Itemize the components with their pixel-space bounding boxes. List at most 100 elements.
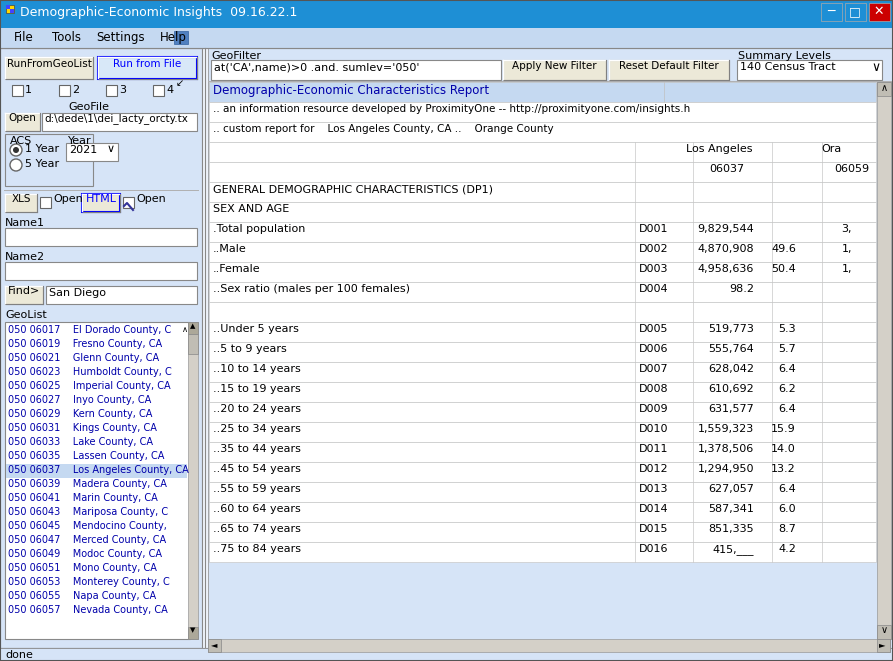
Bar xyxy=(6,464,187,478)
Text: ∧: ∧ xyxy=(182,325,188,334)
Text: San Diego: San Diego xyxy=(49,288,106,298)
Text: 14.0: 14.0 xyxy=(772,444,796,454)
Text: Apply New Filter: Apply New Filter xyxy=(513,61,597,71)
Text: 050 06055    Napa County, CA: 050 06055 Napa County, CA xyxy=(8,591,156,601)
Text: ∨: ∨ xyxy=(871,61,880,74)
Text: ..Sex ratio (males per 100 females): ..Sex ratio (males per 100 females) xyxy=(213,284,410,294)
Text: 6.4: 6.4 xyxy=(779,404,796,414)
Text: D003: D003 xyxy=(639,264,669,274)
Text: 050 06025    Imperial County, CA: 050 06025 Imperial County, CA xyxy=(8,381,171,391)
Bar xyxy=(208,639,221,652)
Text: D015: D015 xyxy=(639,524,669,534)
Text: Name1: Name1 xyxy=(5,218,45,228)
Text: 140 Census Tract: 140 Census Tract xyxy=(740,62,836,72)
Text: 6.4: 6.4 xyxy=(779,484,796,494)
Bar xyxy=(877,82,891,639)
Text: ►: ► xyxy=(879,640,886,649)
Bar xyxy=(209,362,876,382)
Bar xyxy=(209,542,876,562)
Bar xyxy=(0,48,202,648)
Bar xyxy=(209,382,876,402)
Bar xyxy=(5,322,190,639)
Text: 98.2: 98.2 xyxy=(729,284,754,294)
Bar xyxy=(209,322,876,342)
Bar xyxy=(209,242,876,262)
Text: .Total population: .Total population xyxy=(213,224,305,234)
Text: 3: 3 xyxy=(119,85,126,95)
Bar xyxy=(209,222,876,242)
Text: Summary Levels: Summary Levels xyxy=(738,51,830,61)
Text: 587,341: 587,341 xyxy=(708,504,754,514)
Text: 4,958,636: 4,958,636 xyxy=(697,264,754,274)
Text: ..25 to 34 years: ..25 to 34 years xyxy=(213,424,301,434)
Bar xyxy=(209,202,876,222)
Text: D005: D005 xyxy=(639,324,669,334)
Bar xyxy=(209,82,876,102)
Text: ∨: ∨ xyxy=(107,144,115,154)
Text: ..65 to 74 years: ..65 to 74 years xyxy=(213,524,301,534)
Circle shape xyxy=(13,147,19,153)
Text: 610,692: 610,692 xyxy=(708,384,754,394)
Text: ..15 to 19 years: ..15 to 19 years xyxy=(213,384,301,394)
Text: 050 06045    Mendocino County,: 050 06045 Mendocino County, xyxy=(8,521,167,531)
Text: D002: D002 xyxy=(639,244,669,254)
Bar xyxy=(209,122,876,142)
Text: D008: D008 xyxy=(639,384,669,394)
Text: Settings: Settings xyxy=(96,31,145,44)
Bar xyxy=(188,627,198,639)
Text: 2021: 2021 xyxy=(69,145,97,155)
Text: ACS: ACS xyxy=(10,136,32,146)
Text: ..10 to 14 years: ..10 to 14 years xyxy=(213,364,301,374)
Circle shape xyxy=(10,159,22,171)
Text: 050 06043    Mariposa County, C: 050 06043 Mariposa County, C xyxy=(8,507,168,517)
Text: Open: Open xyxy=(136,194,166,204)
Text: GeoFilter: GeoFilter xyxy=(211,51,261,61)
Text: 06037: 06037 xyxy=(709,164,744,174)
Text: GENERAL DEMOGRAPHIC CHARACTERISTICS (DP1): GENERAL DEMOGRAPHIC CHARACTERISTICS (DP1… xyxy=(213,184,493,194)
Text: 050 06049    Modoc County, CA: 050 06049 Modoc County, CA xyxy=(8,549,162,559)
Bar xyxy=(59,85,70,96)
Bar xyxy=(12,85,23,96)
Bar xyxy=(6,5,10,9)
Bar xyxy=(737,60,882,80)
Circle shape xyxy=(10,144,22,156)
Text: ▲: ▲ xyxy=(190,323,196,329)
Text: 15.9: 15.9 xyxy=(772,424,796,434)
Text: 6.2: 6.2 xyxy=(779,384,796,394)
Text: 4.2: 4.2 xyxy=(778,544,796,554)
Text: ..Male: ..Male xyxy=(213,244,246,254)
Text: 050 06053    Monterey County, C: 050 06053 Monterey County, C xyxy=(8,577,170,587)
Text: Run from File: Run from File xyxy=(113,59,181,69)
Text: 13.2: 13.2 xyxy=(772,464,796,474)
Text: 050 06041    Marin County, CA: 050 06041 Marin County, CA xyxy=(8,493,158,503)
Bar xyxy=(188,322,198,334)
Bar xyxy=(5,262,197,280)
Text: 9,829,544: 9,829,544 xyxy=(697,224,754,234)
Text: 628,042: 628,042 xyxy=(708,364,754,374)
Bar xyxy=(10,9,14,13)
Text: D001: D001 xyxy=(639,224,669,234)
Text: 1: 1 xyxy=(25,85,32,95)
Bar xyxy=(98,57,197,79)
Bar xyxy=(82,194,120,212)
Bar xyxy=(209,302,876,322)
Text: Tools: Tools xyxy=(52,31,81,44)
Bar xyxy=(877,639,890,652)
Text: 519,773: 519,773 xyxy=(708,324,754,334)
Text: 49.6: 49.6 xyxy=(772,244,796,254)
Bar xyxy=(174,31,188,44)
Bar xyxy=(211,60,501,80)
Bar xyxy=(869,3,890,21)
Bar xyxy=(877,82,891,96)
Bar xyxy=(5,286,43,304)
Text: Find>: Find> xyxy=(8,286,40,296)
Text: Year: Year xyxy=(68,136,92,146)
Text: ..5 to 9 years: ..5 to 9 years xyxy=(213,344,287,354)
Text: ─: ─ xyxy=(827,5,835,18)
Text: File: File xyxy=(14,31,34,44)
Bar xyxy=(209,142,876,162)
Bar xyxy=(153,85,164,96)
Bar xyxy=(845,3,866,21)
Text: 3,: 3, xyxy=(841,224,852,234)
Text: Demographic-Economic Insights  09.16.22.1: Demographic-Economic Insights 09.16.22.1 xyxy=(20,6,297,19)
